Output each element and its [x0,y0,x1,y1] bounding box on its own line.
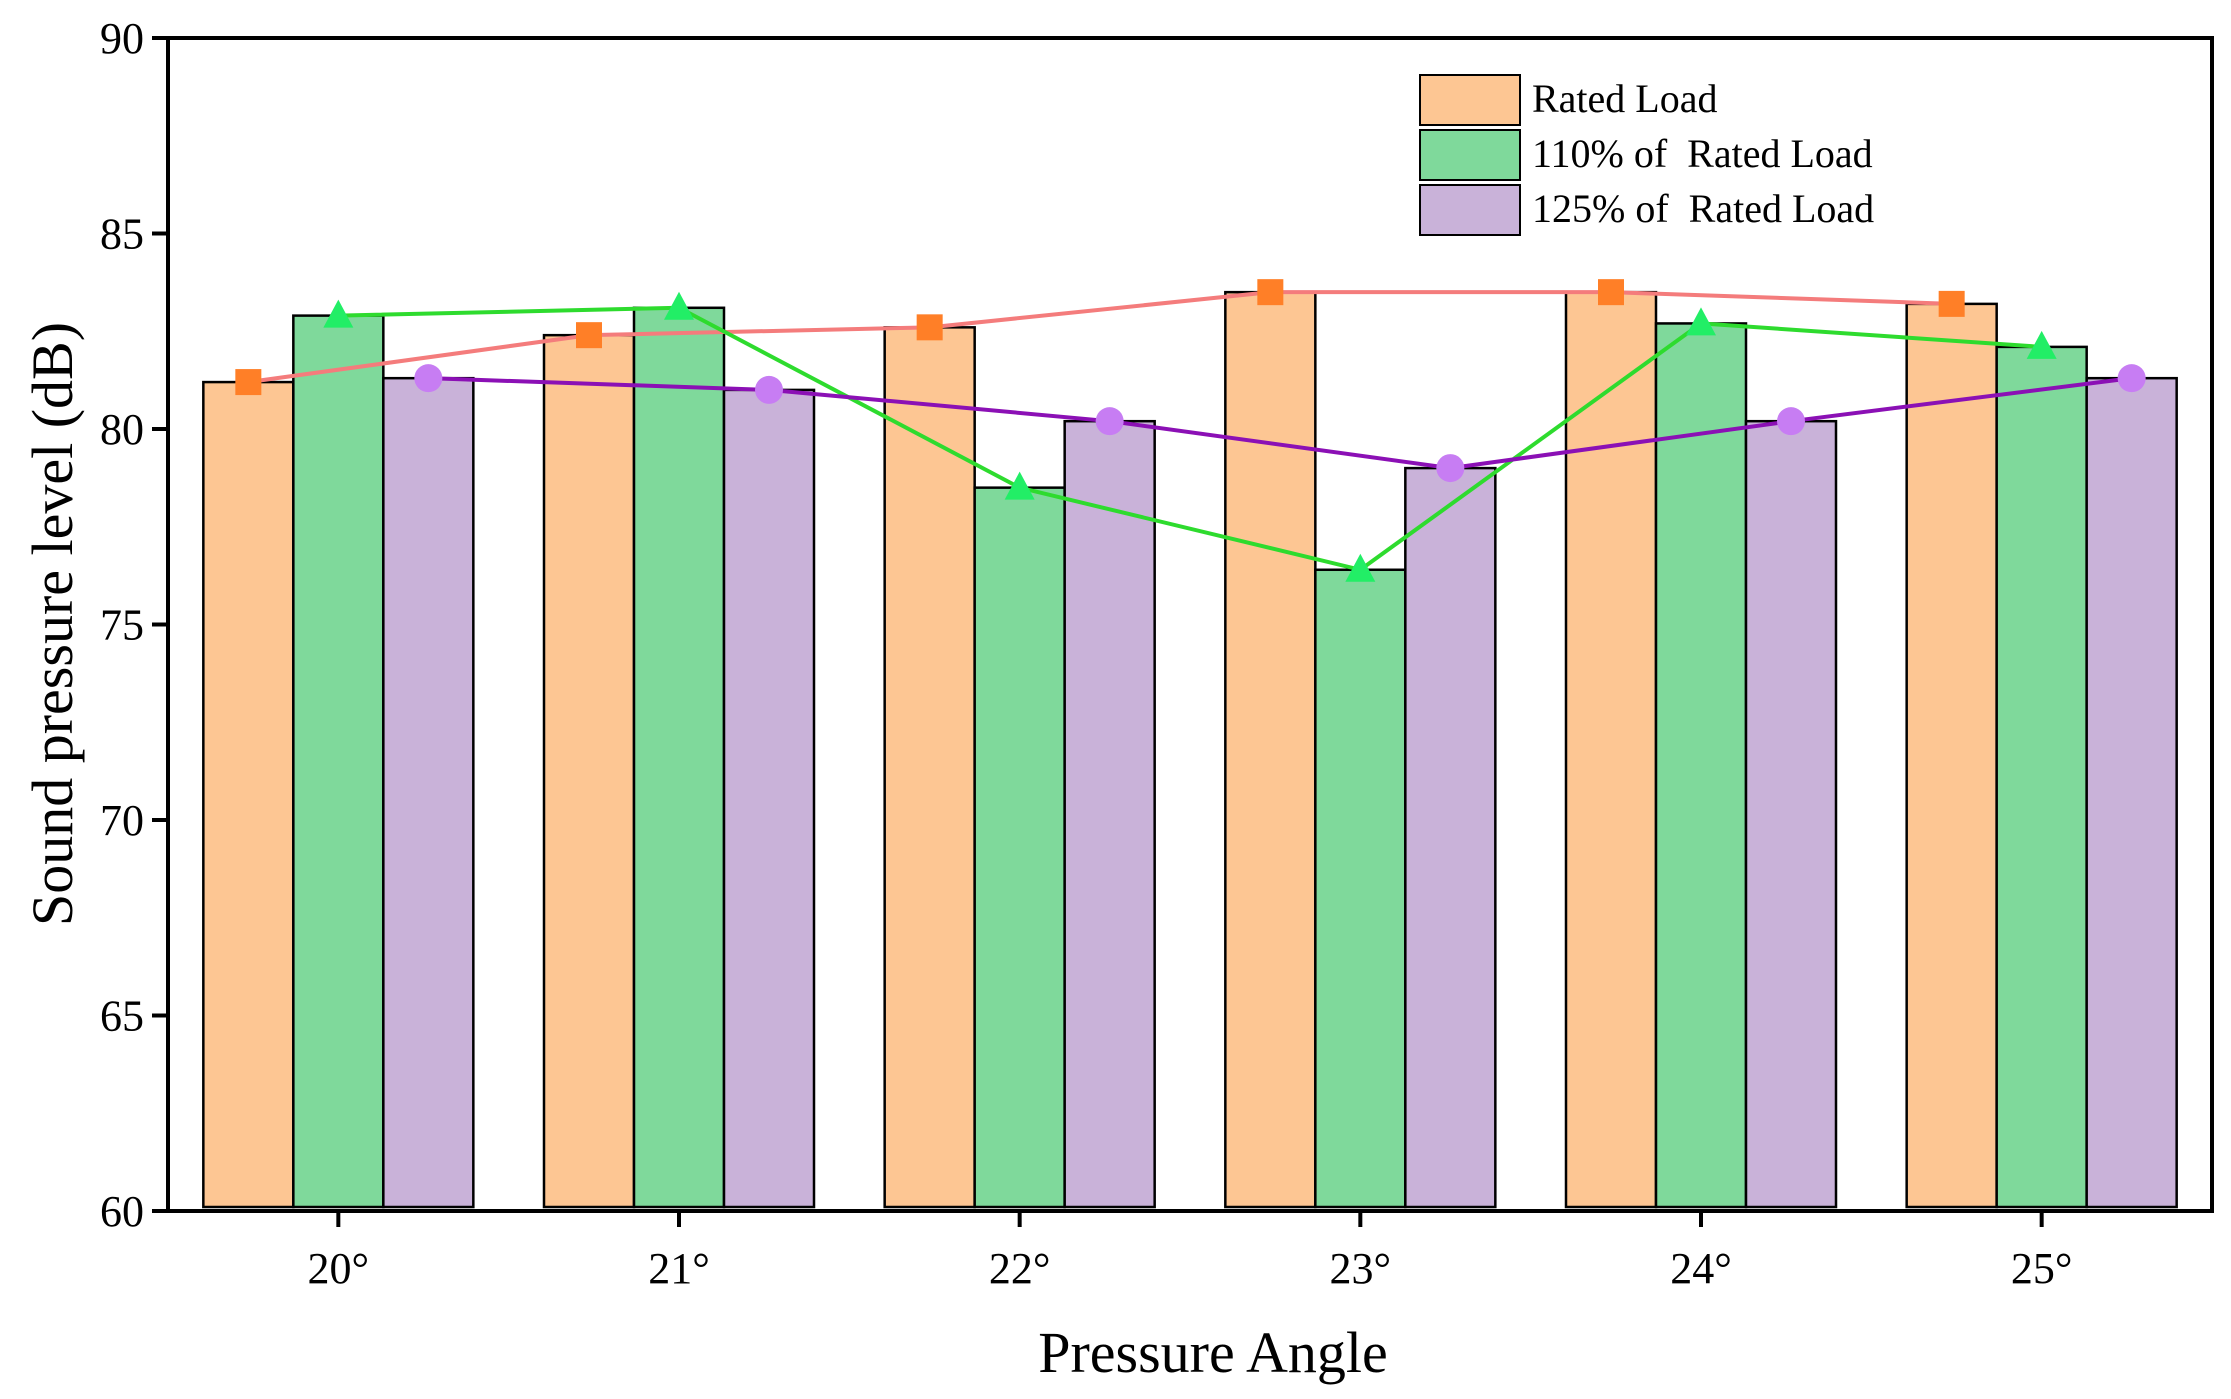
x-tick-label: 23° [1330,1244,1392,1293]
y-tick-label: 85 [100,210,144,259]
bar-125pct-of-rated-load-5 [2085,376,2178,1209]
marker-110pct-of-rated-load-1 [664,291,694,320]
marker-rated-load-4 [1598,279,1624,306]
y-tick-label: 80 [100,405,144,454]
marker-125pct-of-rated-load-4 [1777,407,1805,436]
markers-layer [235,279,2146,582]
bar-rated-load-5 [1905,302,1998,1209]
bar-110pct-of-rated-load-0 [292,314,385,1209]
marker-125pct-of-rated-load-5 [2117,364,2146,393]
legend-swatch-110-rated-load [1419,129,1521,181]
line-110pct-of-rated-load [338,305,2042,572]
x-tick-label: 21° [648,1244,710,1293]
y-axis: 60 65 70 75 80 85 90 [100,14,168,1236]
y-tick-label: 70 [100,796,144,845]
legend-label-110-rated-load: 110% of Rated Load [1532,131,1873,176]
y-tick-label: 90 [100,14,144,63]
bar-125pct-of-rated-load-2 [1063,419,1156,1209]
y-tick-label: 60 [100,1187,144,1236]
y-axis-label: Sound pressure level (dB) [20,322,85,926]
y-tick-label: 75 [100,601,144,650]
line-125pct-of-rated-load [428,376,2132,471]
marker-125pct-of-rated-load-2 [1095,407,1124,436]
bar-125pct-of-rated-load-0 [382,376,475,1209]
plot-frame [166,36,2214,1213]
x-tick-label: 25° [2011,1244,2073,1293]
x-tick-label: 20° [308,1244,370,1293]
legend: Rated Load 110% of Rated Load 125% of Ra… [1419,74,1874,236]
bar-rated-load-0 [202,380,295,1209]
bar-110pct-of-rated-load-3 [1314,568,1407,1209]
legend-label-125-rated-load: 125% of Rated Load [1532,186,1874,231]
legend-label-rated-load: Rated Load [1532,76,1718,121]
y-tick-label: 65 [100,992,144,1041]
marker-rated-load-1 [576,322,602,349]
bar-rated-load-3 [1224,290,1317,1209]
legend-swatch-125-rated-load [1419,184,1521,236]
marker-125pct-of-rated-load-0 [414,364,443,393]
marker-110pct-of-rated-load-2 [1004,471,1035,500]
marker-110pct-of-rated-load-3 [1345,553,1376,582]
bar-125pct-of-rated-load-4 [1744,419,1838,1209]
marker-110pct-of-rated-load-0 [323,299,354,328]
bar-125pct-of-rated-load-3 [1404,466,1497,1209]
x-axis: 20° 21° 22° 23° 24° 25° [308,1211,2073,1293]
legend-swatch-rated-load [1419,74,1521,126]
bar-rated-load-2 [883,326,976,1209]
bar-110pct-of-rated-load-2 [973,486,1066,1209]
marker-rated-load-3 [1257,279,1284,306]
bar-rated-load-4 [1564,290,1658,1209]
bar-110pct-of-rated-load-1 [632,306,726,1209]
marker-rated-load-0 [235,369,262,396]
line-rated-load [248,290,1952,385]
marker-125pct-of-rated-load-1 [755,375,783,404]
marker-rated-load-5 [1938,290,1965,317]
lines-layer [248,290,2132,572]
bars-layer [202,290,2178,1209]
x-axis-label: Pressure Angle [1038,1320,1388,1385]
x-tick-label: 22° [989,1244,1051,1293]
bar-125pct-of-rated-load-1 [722,388,816,1209]
marker-rated-load-2 [916,314,943,341]
marker-110pct-of-rated-load-5 [2026,330,2057,359]
bar-110pct-of-rated-load-4 [1654,322,1748,1209]
marker-110pct-of-rated-load-4 [1686,307,1716,336]
bar-rated-load-1 [542,333,636,1209]
bar-110pct-of-rated-load-5 [1995,345,2088,1209]
x-tick-label: 24° [1670,1244,1732,1293]
marker-125pct-of-rated-load-3 [1436,454,1465,483]
